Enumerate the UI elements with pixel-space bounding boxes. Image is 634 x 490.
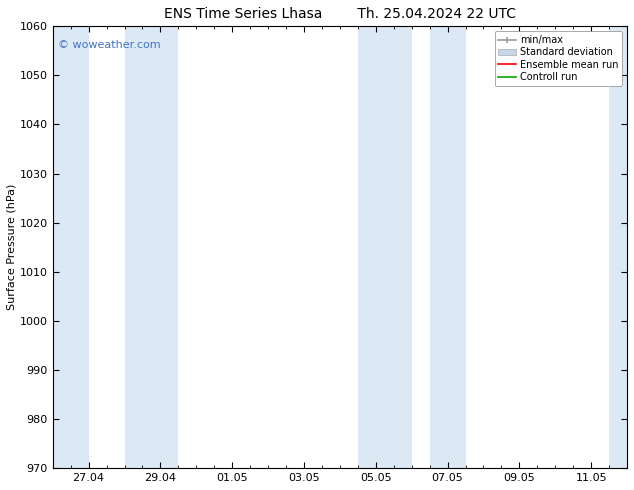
Bar xyxy=(124,26,178,468)
Text: © woweather.com: © woweather.com xyxy=(58,40,161,49)
Bar xyxy=(53,26,89,468)
Legend: min/max, Standard deviation, Ensemble mean run, Controll run: min/max, Standard deviation, Ensemble me… xyxy=(495,31,622,86)
Y-axis label: Surface Pressure (hPa): Surface Pressure (hPa) xyxy=(7,184,17,311)
Title: ENS Time Series Lhasa        Th. 25.04.2024 22 UTC: ENS Time Series Lhasa Th. 25.04.2024 22 … xyxy=(164,7,516,21)
Bar xyxy=(609,26,627,468)
Bar xyxy=(430,26,465,468)
Bar xyxy=(358,26,411,468)
